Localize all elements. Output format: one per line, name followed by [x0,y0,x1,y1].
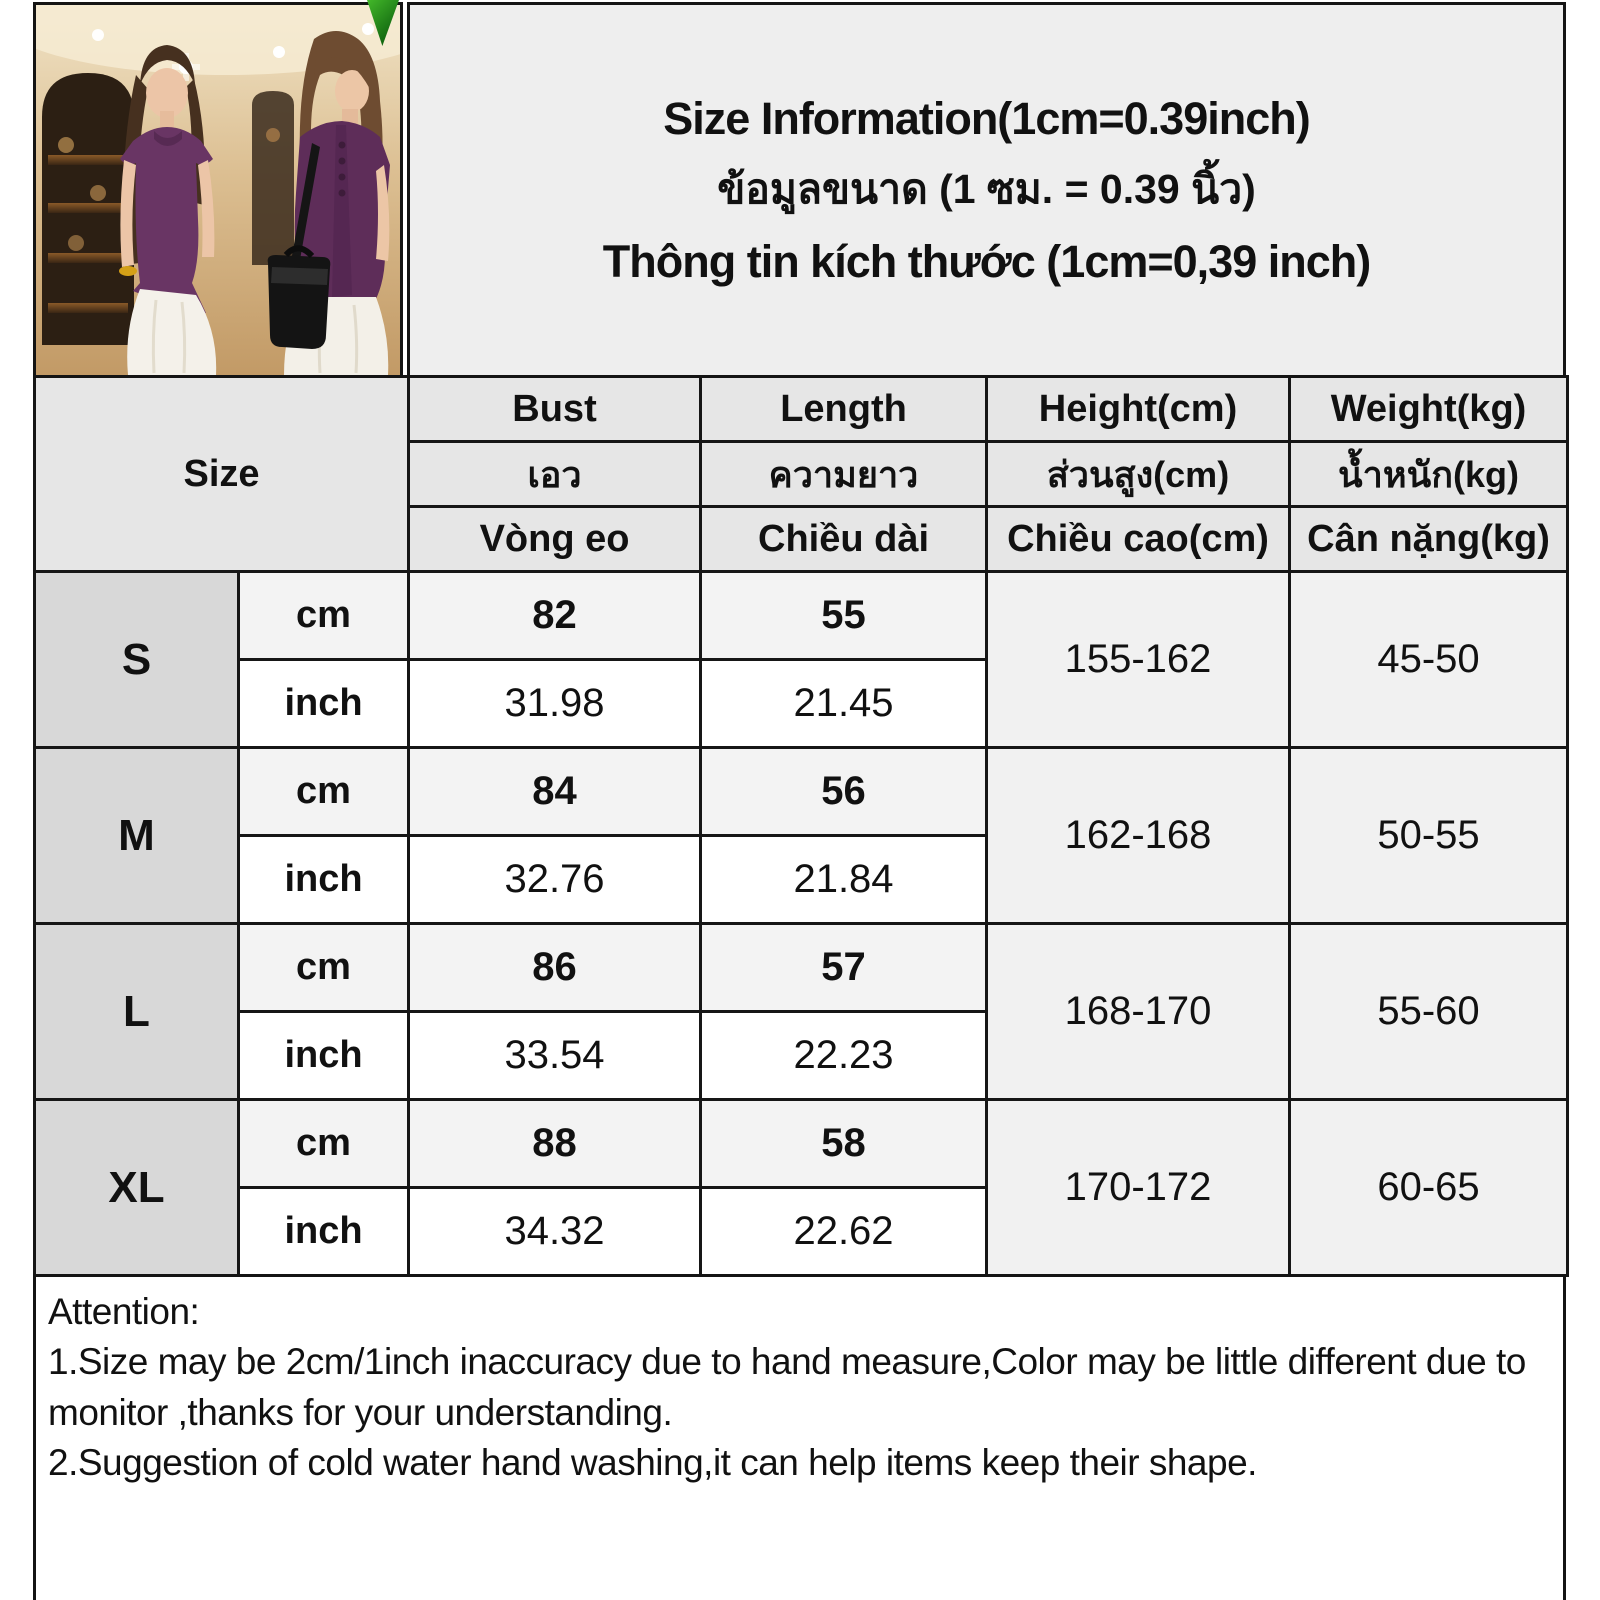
col-header-weight-vi: Cân nặng(kg) [1288,505,1570,573]
xl-length-cm: 58 [699,1098,989,1189]
title-english: Size Information(1cm=0.39inch) [663,93,1310,145]
col-header-height-th: ส่วนสูง(cm) [985,440,1292,508]
s-weight-range: 45-50 [1288,570,1570,749]
col-header-bust-en: Bust [407,375,703,443]
size-xl-label: XL [33,1098,240,1277]
size-table: Size Bust Length Height(cm) Weight(kg) เ… [32,375,1570,1277]
size-information-header: Size Information(1cm=0.39inch) ข้อมูลขนา… [407,2,1566,378]
size-m-label: M [33,746,240,925]
attention-title: Attention: [48,1291,200,1332]
col-header-height-vi: Chiều cao(cm) [985,505,1292,573]
l-height-range: 168-170 [985,922,1292,1101]
m-bust-cm: 84 [407,746,703,837]
col-header-bust-th: เอว [407,440,703,508]
unit-cm-label: cm [236,570,411,661]
m-length-inch: 21.84 [699,834,989,925]
product-photo [33,2,403,378]
l-length-inch: 22.23 [699,1010,989,1101]
col-header-length-vi: Chiều dài [699,505,989,573]
size-header-cell: Size [32,375,411,573]
xl-length-inch: 22.62 [699,1186,989,1277]
xl-weight-range: 60-65 [1288,1098,1570,1277]
s-bust-cm: 82 [407,570,703,661]
unit-inch-label: inch [236,1010,411,1101]
xl-height-range: 170-172 [985,1098,1292,1277]
xl-bust-cm: 88 [407,1098,703,1189]
attention-note-1: 1.Size may be 2cm/1inch inaccuracy due t… [48,1341,1526,1433]
header-row-thai: เอว ความยาว ส่วนสูง(cm) น้ำหนัก(kg) [35,440,1570,508]
unit-inch-label: inch [236,834,411,925]
s-bust-inch: 31.98 [407,658,703,749]
product-photo-illustration [36,5,400,375]
s-length-inch: 21.45 [699,658,989,749]
header-row-english: Size Bust Length Height(cm) Weight(kg) [32,375,1570,573]
col-header-bust-vi: Vòng eo [407,505,703,573]
title-thai: ข้อมูลขนาด (1 ซม. = 0.39 นิ้ว) [717,166,1256,213]
unit-cm-label: cm [236,1098,411,1189]
s-height-range: 155-162 [985,570,1292,749]
l-bust-inch: 33.54 [407,1010,703,1101]
table-row-l-cm: L cm 86 57 168-170 55-60 [33,922,1570,1101]
table-row-xl-inch: inch 34.32 22.62 [35,1186,1568,1277]
l-weight-range: 55-60 [1288,922,1570,1101]
s-length-cm: 55 [699,570,989,661]
table-row-s-cm: S cm 82 55 155-162 45-50 [33,570,1570,749]
unit-inch-label: inch [236,1186,411,1277]
table-row-l-inch: inch 33.54 22.23 [35,1010,1568,1101]
col-header-length-th: ความยาว [699,440,989,508]
col-header-height-en: Height(cm) [985,375,1292,443]
attention-notes: Attention: 1.Size may be 2cm/1inch inacc… [33,1274,1566,1600]
table-row-m-cm: M cm 84 56 162-168 50-55 [33,746,1570,925]
title-vietnamese: Thông tin kích thước (1cm=0,39 inch) [602,235,1371,287]
table-row-xl-cm: XL cm 88 58 170-172 60-65 [33,1098,1570,1277]
size-s-label: S [33,570,240,749]
l-bust-cm: 86 [407,922,703,1013]
col-header-length-en: Length [699,375,989,443]
attention-note-2: 2.Suggestion of cold water hand washing,… [48,1441,1257,1483]
table-row-s-inch: inch 31.98 21.45 [35,658,1568,749]
size-l-label: L [33,922,240,1101]
xl-bust-inch: 34.32 [407,1186,703,1277]
m-bust-inch: 32.76 [407,834,703,925]
unit-cm-label: cm [236,922,411,1013]
l-length-cm: 57 [699,922,989,1013]
col-header-weight-en: Weight(kg) [1288,375,1570,443]
m-weight-range: 50-55 [1288,746,1570,925]
col-header-weight-th: น้ำหนัก(kg) [1288,440,1570,508]
table-row-m-inch: inch 32.76 21.84 [35,834,1568,925]
unit-cm-label: cm [236,746,411,837]
m-height-range: 162-168 [985,746,1292,925]
m-length-cm: 56 [699,746,989,837]
unit-inch-label: inch [236,658,411,749]
header-row-vietnamese: Vòng eo Chiều dài Chiều cao(cm) Cân nặng… [35,505,1570,573]
